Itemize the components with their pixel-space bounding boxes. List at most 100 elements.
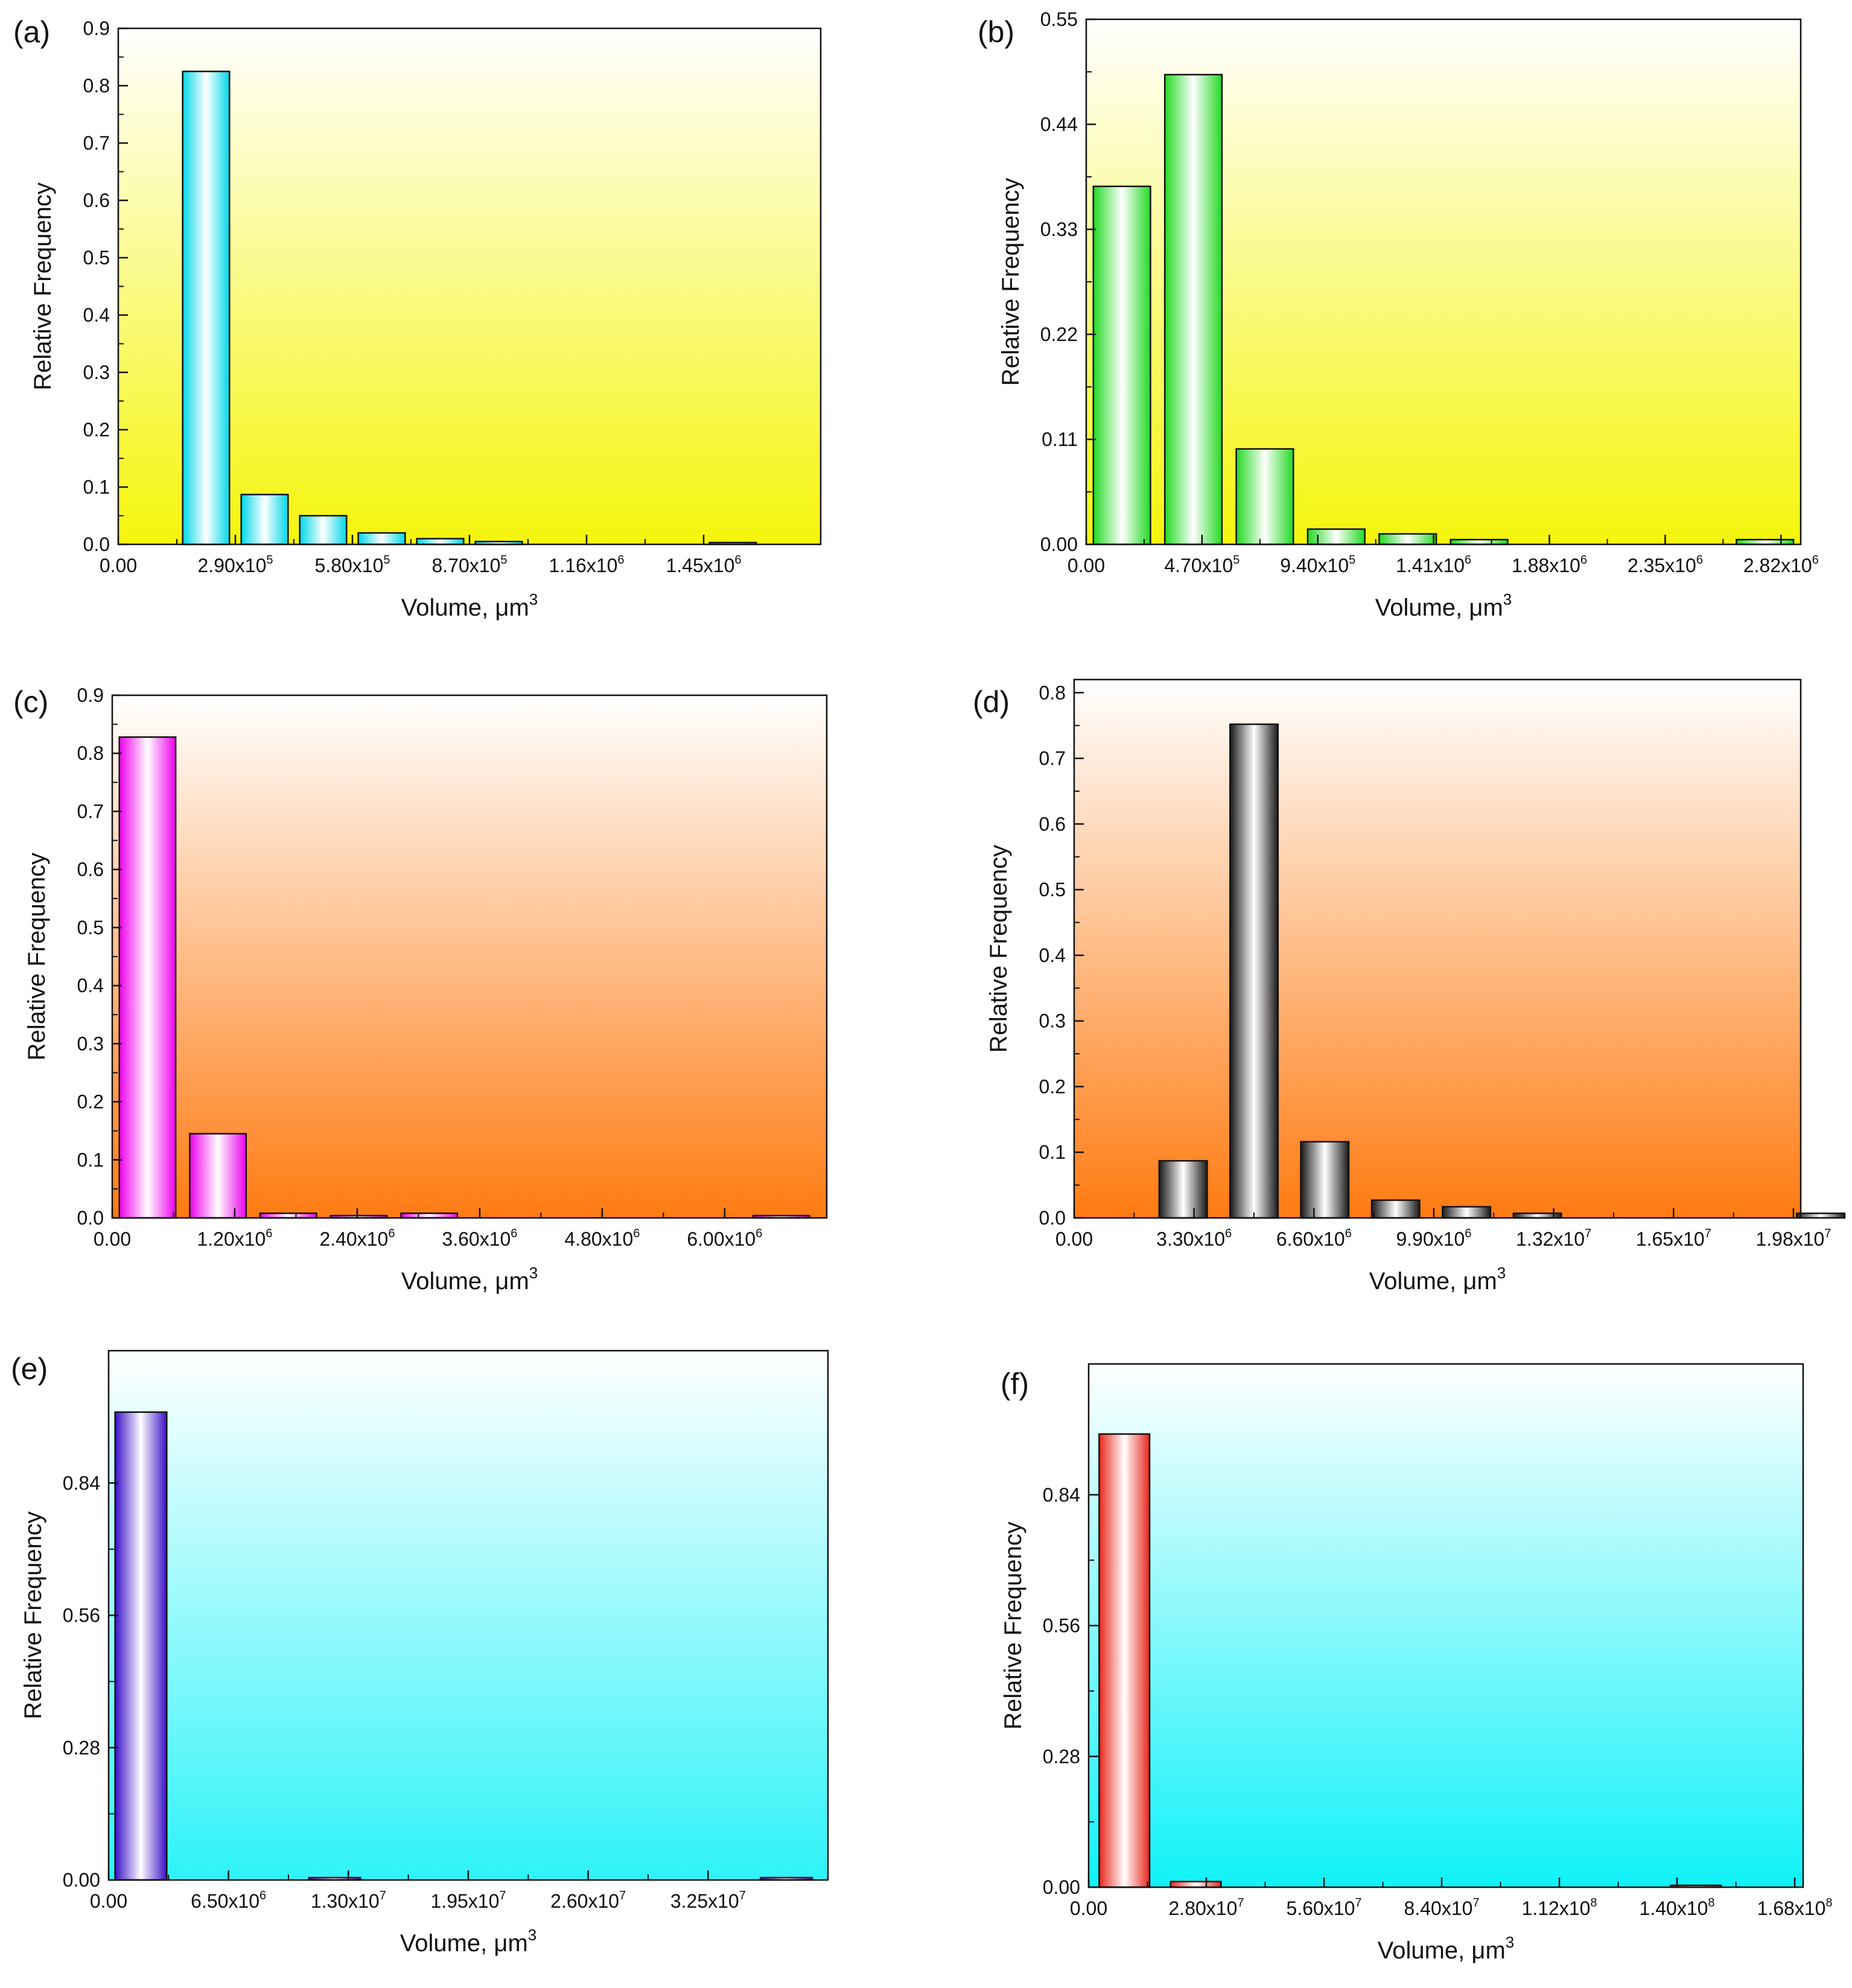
panel-c-y-tick-label: 0.8 bbox=[77, 742, 104, 764]
panel-e-y-tick-label: 0.00 bbox=[63, 1869, 100, 1891]
panel-a-x-tick-label: 1.16x106 bbox=[549, 553, 625, 576]
panel-f-bar bbox=[1169, 1881, 1222, 1888]
panel-d-y-tick-label: 0.6 bbox=[1039, 813, 1066, 835]
panel-f-x-tick-label: 1.12x108 bbox=[1522, 1896, 1597, 1919]
panel-d-x-tick-label: 6.60x106 bbox=[1276, 1227, 1352, 1250]
panel-f: 0.00 0.28 0.56 0.84 0.00 2.80x107 5.60x107 8.40… bbox=[1000, 1363, 1833, 1964]
panel-c-y-tick-label: 0.0 bbox=[77, 1207, 104, 1229]
panel-e-bar bbox=[114, 1411, 168, 1881]
panel-f-x-tick-label: 5.60x107 bbox=[1287, 1896, 1362, 1919]
panel-a: 0.0 0.1 0.2 0.3 0.4 0.5 0.6 0.7 0.8 0.9 0.00 2.90x1… bbox=[13, 15, 822, 621]
panel-d-x-tick-label: 0.00 bbox=[1055, 1228, 1093, 1250]
panel-b-x-tick-label: 1.41x106 bbox=[1396, 553, 1471, 576]
panel-a-label: (a) bbox=[13, 15, 50, 49]
panel-b-bar bbox=[1378, 533, 1437, 546]
panel-e-x-tick-label: 1.95x107 bbox=[431, 1889, 506, 1912]
panel-b-x-tick-label: 2.35x106 bbox=[1628, 553, 1703, 576]
panel-d-x-tick-label: 1.98x107 bbox=[1755, 1227, 1831, 1250]
panel-e-x-tick-label: 6.50x106 bbox=[191, 1889, 266, 1912]
panel-a-x-tick-label: 2.90x105 bbox=[198, 553, 273, 576]
panel-d-y-tick-label: 0.1 bbox=[1039, 1141, 1066, 1163]
panel-f-x-tick-label: 0.00 bbox=[1070, 1897, 1107, 1919]
panel-d-x-axis-title: Volume, μm3 bbox=[1369, 1264, 1506, 1295]
panel-c-y-tick-label: 0.9 bbox=[77, 684, 104, 706]
panel-c-x-tick-label: 0.00 bbox=[94, 1228, 131, 1250]
panel-b-y-tick-label: 0.44 bbox=[1040, 113, 1078, 135]
panel-f-y-axis-title: Relative Frequency bbox=[1000, 1521, 1026, 1730]
panel-d-y-axis-title: Relative Frequency bbox=[985, 845, 1012, 1053]
panel-a-x-tick-label: 1.45x106 bbox=[666, 553, 742, 576]
panel-c: 0.0 0.1 0.2 0.3 0.4 0.5 0.6 0.7 0.8 0.9 0.00 1.20x1… bbox=[13, 684, 828, 1295]
panel-c-bar bbox=[118, 736, 177, 1219]
panel-d-x-tick-label: 9.90x106 bbox=[1396, 1227, 1471, 1250]
panel-c-x-tick-label: 1.20x106 bbox=[197, 1227, 272, 1250]
panel-a-y-tick-label: 0.0 bbox=[83, 534, 110, 555]
panel-d-y-tick-label: 0.7 bbox=[1039, 748, 1066, 769]
panel-d: 0.0 0.1 0.2 0.3 0.4 0.5 0.6 0.7 0.8 0.00 3.30x106 6… bbox=[973, 678, 1846, 1295]
panel-f-x-tick-label: 1.40x108 bbox=[1640, 1896, 1715, 1919]
panel-c-y-tick-label: 0.1 bbox=[77, 1149, 104, 1171]
panel-e-y-tick-label: 0.28 bbox=[63, 1737, 100, 1759]
panel-e: 0.00 0.28 0.56 0.84 0.00 6.50x106 1.30x107 1.95… bbox=[11, 1349, 829, 1957]
panel-f-y-tick-label: 0.28 bbox=[1043, 1745, 1080, 1767]
panel-e-y-tick-label: 0.84 bbox=[63, 1472, 100, 1494]
panel-e-x-tick-label: 3.25x107 bbox=[670, 1889, 746, 1912]
panel-b-x-tick-label: 0.00 bbox=[1068, 555, 1105, 576]
panel-d-bar bbox=[1442, 1206, 1492, 1219]
panel-d-frame bbox=[1073, 678, 1802, 1219]
panel-f-x-tick-label: 8.40x107 bbox=[1404, 1896, 1480, 1919]
panel-c-y-axis-title: Relative Frequency bbox=[24, 853, 50, 1061]
panel-d-x-tick-label: 3.30x106 bbox=[1156, 1227, 1232, 1250]
panel-b-x-tick-label: 9.40x105 bbox=[1280, 553, 1355, 576]
panel-a-y-tick-label: 0.2 bbox=[83, 419, 110, 441]
panel-d-y-tick-label: 0.0 bbox=[1039, 1207, 1066, 1229]
panel-f-bar bbox=[1098, 1433, 1151, 1888]
panel-b-y-tick-label: 0.55 bbox=[1040, 8, 1078, 30]
panel-f-plot-background bbox=[1089, 1364, 1803, 1887]
panel-a-y-tick-label: 0.3 bbox=[83, 362, 110, 383]
panel-c-bar bbox=[189, 1133, 247, 1219]
panel-b-bar bbox=[1092, 185, 1151, 546]
panel-b-y-tick-label: 0.00 bbox=[1040, 534, 1078, 555]
panel-f-x-axis-title: Volume, μm3 bbox=[1378, 1933, 1514, 1964]
panel-e-label: (e) bbox=[11, 1352, 48, 1386]
panel-e-y-axis-title: Relative Frequency bbox=[20, 1511, 46, 1719]
panel-b-x-tick-label: 4.70x105 bbox=[1164, 553, 1239, 576]
panel-a-bar bbox=[357, 532, 406, 546]
panel-c-x-tick-label: 2.40x106 bbox=[319, 1227, 395, 1250]
panel-e-x-tick-label: 2.60x107 bbox=[550, 1889, 626, 1912]
panel-d-x-tick-label: 1.32x107 bbox=[1516, 1227, 1591, 1250]
panel-b-y-axis-title: Relative Frequency bbox=[998, 178, 1024, 386]
panel-a-x-tick-label: 0.00 bbox=[100, 555, 137, 576]
panel-d-plot-background bbox=[1074, 680, 1801, 1218]
panel-a-y-tick-label: 0.8 bbox=[83, 75, 110, 97]
panel-b-y-tick-label: 0.11 bbox=[1042, 429, 1078, 450]
panel-f-y-tick-label: 0.00 bbox=[1043, 1876, 1080, 1898]
panel-c-x-tick-label: 4.80x106 bbox=[564, 1227, 640, 1250]
panel-f-y-tick-label: 0.84 bbox=[1043, 1484, 1080, 1506]
panel-b-bar bbox=[1306, 528, 1366, 546]
panel-b-y-tick-label: 0.22 bbox=[1040, 323, 1078, 345]
panel-c-x-axis-title: Volume, μm3 bbox=[401, 1264, 538, 1295]
panel-a-y-tick-label: 0.6 bbox=[83, 190, 110, 211]
panel-b-bar bbox=[1163, 74, 1223, 546]
panel-a-y-tick-label: 0.4 bbox=[83, 304, 110, 326]
panel-e-x-axis-title: Volume, μm3 bbox=[400, 1926, 536, 1957]
panel-c-y-tick-label: 0.2 bbox=[77, 1091, 104, 1113]
panel-b-x-axis-title: Volume, μm3 bbox=[1375, 590, 1512, 621]
panel-c-y-tick-label: 0.4 bbox=[77, 975, 104, 996]
panel-d-label: (d) bbox=[973, 685, 1010, 719]
panel-d-y-tick-label: 0.8 bbox=[1039, 682, 1066, 704]
panel-c-plot-background bbox=[112, 695, 827, 1218]
panel-a-y-tick-label: 0.9 bbox=[83, 18, 110, 39]
panel-c-x-tick-label: 6.00x106 bbox=[687, 1227, 762, 1250]
panel-a-bar bbox=[299, 515, 348, 546]
panel-e-x-tick-label: 0.00 bbox=[90, 1890, 127, 1912]
panel-d-bar bbox=[1300, 1141, 1350, 1219]
panel-c-x-tick-label: 3.60x106 bbox=[442, 1227, 517, 1250]
panel-d-y-tick-label: 0.3 bbox=[1039, 1010, 1066, 1032]
panel-f-label: (f) bbox=[1001, 1367, 1029, 1401]
panel-b-bar bbox=[1235, 448, 1294, 546]
